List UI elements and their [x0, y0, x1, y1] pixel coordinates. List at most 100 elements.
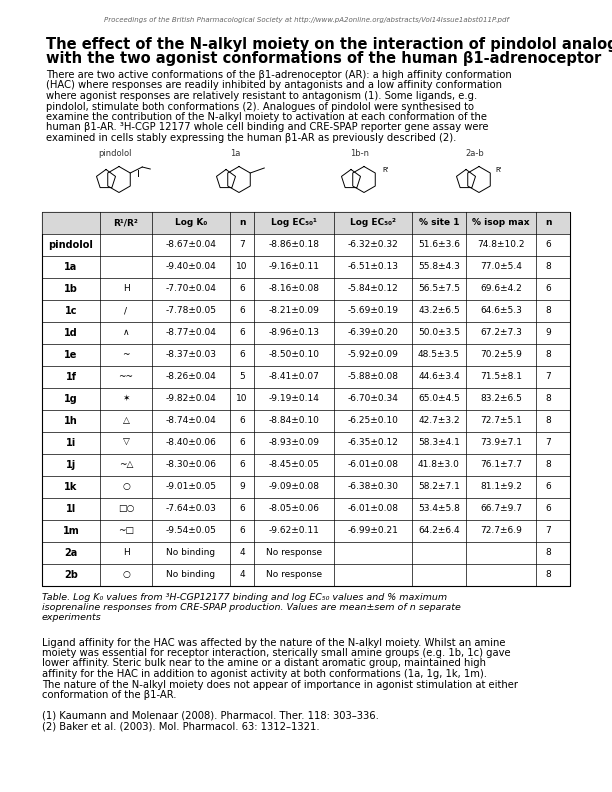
Text: -9.09±0.08: -9.09±0.08	[269, 482, 319, 491]
Text: ○: ○	[122, 570, 130, 579]
Text: n: n	[545, 218, 551, 227]
Text: -9.40±0.04: -9.40±0.04	[166, 262, 217, 271]
Text: 76.1±7.7: 76.1±7.7	[480, 460, 522, 469]
Text: pindolol, stimulate both conformations (2). Analogues of pindolol were synthesis: pindolol, stimulate both conformations (…	[46, 101, 474, 112]
Text: 8: 8	[545, 460, 551, 469]
Text: 72.7±5.1: 72.7±5.1	[480, 416, 522, 425]
Text: 9: 9	[545, 328, 551, 337]
Text: -6.51±0.13: -6.51±0.13	[348, 262, 398, 271]
Text: There are two active conformations of the β1-adrenoceptor (AR): a high affinity : There are two active conformations of th…	[46, 70, 512, 80]
Text: 72.7±6.9: 72.7±6.9	[480, 526, 522, 535]
Text: 7: 7	[545, 438, 551, 447]
Text: 64.6±5.3: 64.6±5.3	[480, 306, 522, 315]
Text: 6: 6	[545, 504, 551, 513]
Text: -8.50±0.10: -8.50±0.10	[269, 350, 319, 359]
Text: -8.41±0.07: -8.41±0.07	[269, 372, 319, 381]
Text: 51.6±3.6: 51.6±3.6	[418, 240, 460, 249]
Bar	[42, 211, 570, 585]
Text: 1i: 1i	[66, 437, 76, 447]
Text: 6: 6	[239, 350, 245, 359]
Text: -6.25±0.10: -6.25±0.10	[348, 416, 398, 425]
Text: experiments: experiments	[42, 614, 102, 623]
Text: 6: 6	[545, 240, 551, 249]
Text: -6.35±0.12: -6.35±0.12	[348, 438, 398, 447]
Text: △: △	[122, 416, 129, 425]
Text: -6.01±0.08: -6.01±0.08	[348, 504, 398, 513]
Text: 58.3±4.1: 58.3±4.1	[418, 438, 460, 447]
Text: ~□: ~□	[118, 526, 134, 535]
Text: 6: 6	[239, 416, 245, 425]
Text: 9: 9	[239, 482, 245, 491]
Text: 8: 8	[545, 262, 551, 271]
Text: -8.84±0.10: -8.84±0.10	[269, 416, 319, 425]
Text: 1b-n: 1b-n	[351, 150, 370, 158]
Text: -7.70±0.04: -7.70±0.04	[166, 284, 217, 293]
Text: (1) Kaumann and Molenaar (2008). Pharmacol. Ther. 118: 303–336.: (1) Kaumann and Molenaar (2008). Pharmac…	[42, 711, 379, 721]
Text: examined in cells stably expressing the human β1-AR as previously described (2).: examined in cells stably expressing the …	[46, 133, 457, 143]
Text: human β1-AR. ³H-CGP 12177 whole cell binding and CRE-SPAP reporter gene assay we: human β1-AR. ³H-CGP 12177 whole cell bin…	[46, 123, 488, 132]
Text: with the two agonist conformations of the human β1-adrenoceptor: with the two agonist conformations of th…	[46, 51, 601, 66]
Text: H: H	[122, 284, 129, 293]
Text: -5.88±0.08: -5.88±0.08	[348, 372, 398, 381]
Text: -9.62±0.11: -9.62±0.11	[269, 526, 319, 535]
Text: 8: 8	[545, 548, 551, 557]
Text: -8.77±0.04: -8.77±0.04	[166, 328, 217, 337]
Text: No response: No response	[266, 548, 322, 557]
Text: 77.0±5.4: 77.0±5.4	[480, 262, 522, 271]
Text: % isop max: % isop max	[472, 218, 530, 227]
Text: 1a: 1a	[230, 150, 240, 158]
Text: -8.37±0.03: -8.37±0.03	[165, 350, 217, 359]
Text: n: n	[239, 218, 245, 227]
Text: affinity for the HAC in addition to agonist activity at both conformations (1a, : affinity for the HAC in addition to agon…	[42, 669, 487, 679]
Text: 5: 5	[239, 372, 245, 381]
Text: 6: 6	[239, 306, 245, 315]
Text: 67.2±7.3: 67.2±7.3	[480, 328, 522, 337]
Text: H: H	[122, 548, 129, 557]
Text: 1d: 1d	[64, 328, 78, 337]
Text: 43.2±6.5: 43.2±6.5	[418, 306, 460, 315]
Text: -9.16±0.11: -9.16±0.11	[269, 262, 319, 271]
Text: 7: 7	[545, 526, 551, 535]
Text: -6.01±0.08: -6.01±0.08	[348, 460, 398, 469]
Text: Log EC₅₀¹: Log EC₅₀¹	[271, 218, 317, 227]
Text: 69.6±4.2: 69.6±4.2	[480, 284, 522, 293]
Text: 56.5±7.5: 56.5±7.5	[418, 284, 460, 293]
Text: 1e: 1e	[64, 349, 78, 360]
Text: -5.69±0.19: -5.69±0.19	[348, 306, 398, 315]
Text: pindolol: pindolol	[48, 239, 94, 249]
Text: -9.19±0.14: -9.19±0.14	[269, 394, 319, 403]
Text: 58.2±7.1: 58.2±7.1	[418, 482, 460, 491]
Text: ~~: ~~	[119, 372, 133, 381]
Text: where agonist responses are relatively resistant to antagonism (1). Some ligands: where agonist responses are relatively r…	[46, 91, 477, 101]
Text: conformation of the β1-AR.: conformation of the β1-AR.	[42, 690, 176, 700]
Text: R': R'	[495, 166, 502, 173]
Text: 48.5±3.5: 48.5±3.5	[418, 350, 460, 359]
Text: 44.6±3.4: 44.6±3.4	[418, 372, 460, 381]
Text: -6.99±0.21: -6.99±0.21	[348, 526, 398, 535]
Text: moiety was essential for receptor interaction, sterically small amine groups (e.: moiety was essential for receptor intera…	[42, 648, 510, 658]
Text: -6.70±0.34: -6.70±0.34	[348, 394, 398, 403]
Text: 7: 7	[239, 240, 245, 249]
Text: 42.7±3.2: 42.7±3.2	[418, 416, 460, 425]
Text: R': R'	[382, 166, 389, 173]
Text: 64.2±6.4: 64.2±6.4	[418, 526, 460, 535]
Text: 65.0±4.5: 65.0±4.5	[418, 394, 460, 403]
Text: -8.16±0.08: -8.16±0.08	[269, 284, 319, 293]
Text: -7.64±0.03: -7.64±0.03	[166, 504, 217, 513]
Text: -8.86±0.18: -8.86±0.18	[269, 240, 319, 249]
Text: 10: 10	[236, 394, 248, 403]
Text: 8: 8	[545, 350, 551, 359]
Text: -7.78±0.05: -7.78±0.05	[165, 306, 217, 315]
Text: examine the contribution of the N-alkyl moiety to activation at each conformatio: examine the contribution of the N-alkyl …	[46, 112, 487, 122]
Text: 8: 8	[545, 306, 551, 315]
Text: -6.38±0.30: -6.38±0.30	[348, 482, 398, 491]
Text: 73.9±7.1: 73.9±7.1	[480, 438, 522, 447]
Text: No binding: No binding	[166, 548, 215, 557]
Text: 1h: 1h	[64, 416, 78, 425]
Text: 1b: 1b	[64, 284, 78, 294]
Text: -8.93±0.09: -8.93±0.09	[269, 438, 319, 447]
Text: 7: 7	[545, 372, 551, 381]
Text: -8.21±0.09: -8.21±0.09	[269, 306, 319, 315]
Text: No response: No response	[266, 570, 322, 579]
Text: 1l: 1l	[66, 504, 76, 513]
